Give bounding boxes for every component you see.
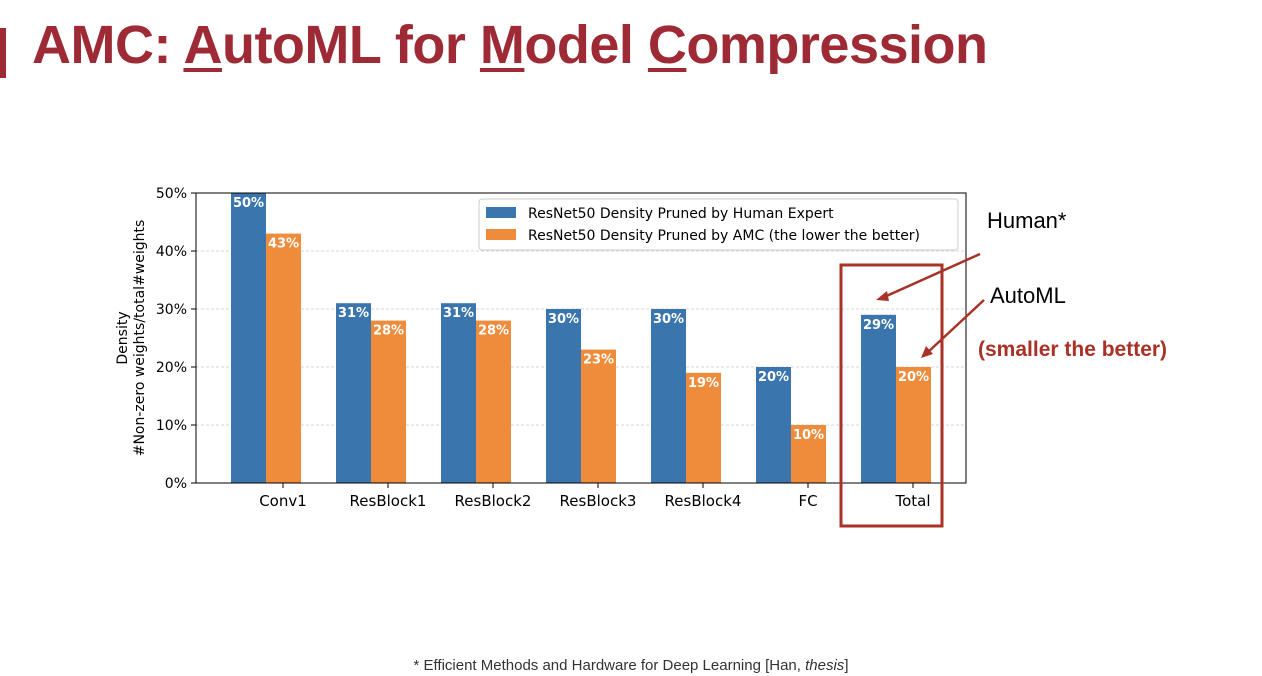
automl-annotation: AutoML — [990, 283, 1066, 308]
bar-data-label: 30% — [548, 312, 579, 327]
x-tick-label: Total — [894, 492, 930, 510]
bar — [476, 320, 511, 483]
bar-data-label: 20% — [758, 370, 789, 385]
legend-entry: ResNet50 Density Pruned by Human Expert — [528, 206, 834, 222]
y-tick-label: 10% — [156, 418, 187, 434]
title-accent-bar — [0, 28, 6, 78]
bar-data-label: 50% — [233, 196, 264, 211]
y-tick-label: 20% — [156, 360, 187, 376]
bar-data-label: 28% — [478, 324, 509, 339]
x-tick-label: ResBlock3 — [560, 492, 637, 510]
y-tick-label: 0% — [165, 476, 187, 492]
x-tick-label: Conv1 — [259, 492, 307, 510]
bar — [861, 314, 896, 483]
legend-entry: ResNet50 Density Pruned by AMC (the lowe… — [528, 228, 920, 244]
y-tick-label: 40% — [156, 244, 187, 260]
bar — [791, 425, 826, 483]
smaller-better-note: (smaller the better) — [978, 338, 1168, 361]
bar-data-label: 10% — [793, 428, 824, 443]
x-tick-label: ResBlock1 — [350, 492, 427, 510]
bar — [756, 367, 791, 483]
bar-data-label: 43% — [268, 237, 299, 252]
legend-box — [478, 198, 959, 251]
x-tick-label: FC — [798, 492, 817, 510]
total-highlight-box — [839, 263, 944, 528]
bar-data-label: 29% — [863, 318, 894, 333]
y-axis-label: Density — [115, 311, 131, 364]
x-tick-label: ResBlock2 — [455, 492, 532, 510]
bar — [231, 193, 266, 483]
human-arrow-head — [876, 291, 889, 301]
bar-data-label: 23% — [583, 353, 614, 368]
footnote: * Efficient Methods and Hardware for Dee… — [413, 657, 849, 674]
y-tick-label: 30% — [156, 302, 187, 318]
y-tick-label: 50% — [156, 186, 187, 202]
bar-data-label: 20% — [898, 370, 929, 385]
legend-swatch — [486, 207, 516, 218]
bar-data-label: 31% — [338, 306, 369, 321]
bar — [546, 309, 581, 483]
bar-data-label: 31% — [443, 306, 474, 321]
bar — [651, 309, 686, 483]
bar — [581, 349, 616, 483]
legend-swatch — [486, 229, 516, 240]
slide-title: AMC: AutoML for Model Compression — [32, 15, 988, 75]
human-annotation: Human* — [987, 208, 1067, 233]
x-tick-label: ResBlock4 — [665, 492, 742, 510]
automl-arrow-head — [921, 346, 933, 358]
bar — [441, 303, 476, 483]
bar — [336, 303, 371, 483]
bar-data-label: 30% — [653, 312, 684, 327]
bar — [896, 367, 931, 483]
bar — [371, 320, 406, 483]
automl-arrow-line — [926, 299, 985, 354]
human-arrow-line — [881, 252, 981, 300]
y-axis-label: #Non-zero weights/total#weights — [132, 220, 148, 457]
plot-frame — [195, 192, 967, 484]
bar — [686, 372, 721, 483]
bar — [266, 233, 301, 483]
bar-data-label: 19% — [688, 376, 719, 391]
bar-data-label: 28% — [373, 324, 404, 339]
